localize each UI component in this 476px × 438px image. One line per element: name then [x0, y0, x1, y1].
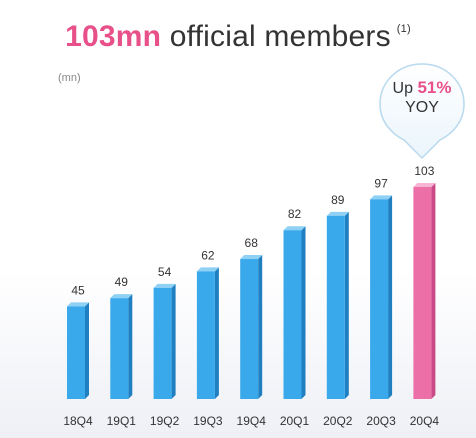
callout-value: 51%	[417, 78, 452, 97]
callout-suffix: YOY	[405, 99, 439, 116]
bar-side	[431, 183, 436, 399]
bar	[326, 215, 345, 399]
bar-side	[128, 294, 133, 399]
bar-top	[240, 255, 263, 260]
bar-side	[85, 302, 89, 399]
bar	[196, 271, 215, 399]
bar	[110, 298, 129, 399]
bar-value-label: 103	[414, 164, 434, 178]
x-tick-label: 20Q4	[410, 414, 440, 428]
bar-top	[196, 267, 219, 272]
bar	[283, 230, 302, 399]
chart-title: 103mn official members (1)	[0, 20, 476, 54]
title-highlight: 103mn	[65, 20, 162, 53]
bar-top	[326, 211, 349, 216]
bar	[413, 187, 432, 399]
bar-value-label: 89	[331, 193, 345, 207]
bar-value-label: 45	[71, 283, 85, 297]
x-tick-label: 19Q3	[193, 414, 223, 428]
bar-side	[258, 255, 263, 399]
bar-value-label: 49	[115, 275, 129, 289]
bar-side	[301, 226, 306, 399]
bar-side	[388, 195, 393, 399]
bar-side	[214, 267, 219, 399]
bar-top	[370, 195, 393, 200]
callout-prefix: Up	[392, 80, 413, 97]
bar-side	[344, 211, 349, 399]
bar-value-label: 68	[245, 236, 259, 250]
bar-side	[171, 283, 176, 399]
bar-top	[110, 294, 133, 299]
bar-value-label: 82	[288, 207, 302, 221]
bar-top	[153, 283, 176, 288]
x-tick-label: 20Q3	[366, 414, 396, 428]
title-footnote: (1)	[396, 23, 411, 35]
bar-value-label: 97	[374, 176, 388, 190]
title-rest: official members	[161, 20, 391, 53]
x-tick-label: 20Q2	[323, 414, 353, 428]
bar	[240, 259, 259, 399]
unit-label: (mn)	[58, 72, 81, 84]
bars-group: 45 18Q4 49 19Q1 54 19Q2 62 19Q3 68 19Q4 82 20Q1 89 20…	[63, 164, 439, 428]
bar	[67, 306, 85, 399]
bar	[370, 199, 389, 399]
bar-top	[413, 183, 436, 187]
bar-top	[283, 226, 306, 231]
x-tick-label: 19Q4	[237, 414, 267, 428]
x-tick-label: 20Q1	[280, 414, 310, 428]
x-tick-label: 19Q2	[150, 414, 180, 428]
x-tick-label: 18Q4	[63, 414, 93, 428]
bar	[153, 287, 172, 399]
bar-top	[67, 302, 89, 307]
bar-value-label: 54	[158, 265, 172, 279]
callout-bubble	[379, 63, 465, 160]
x-tick-label: 19Q1	[107, 414, 137, 428]
bar-value-label: 62	[201, 248, 215, 262]
yoy-callout: Up 51% YOY	[380, 78, 464, 117]
